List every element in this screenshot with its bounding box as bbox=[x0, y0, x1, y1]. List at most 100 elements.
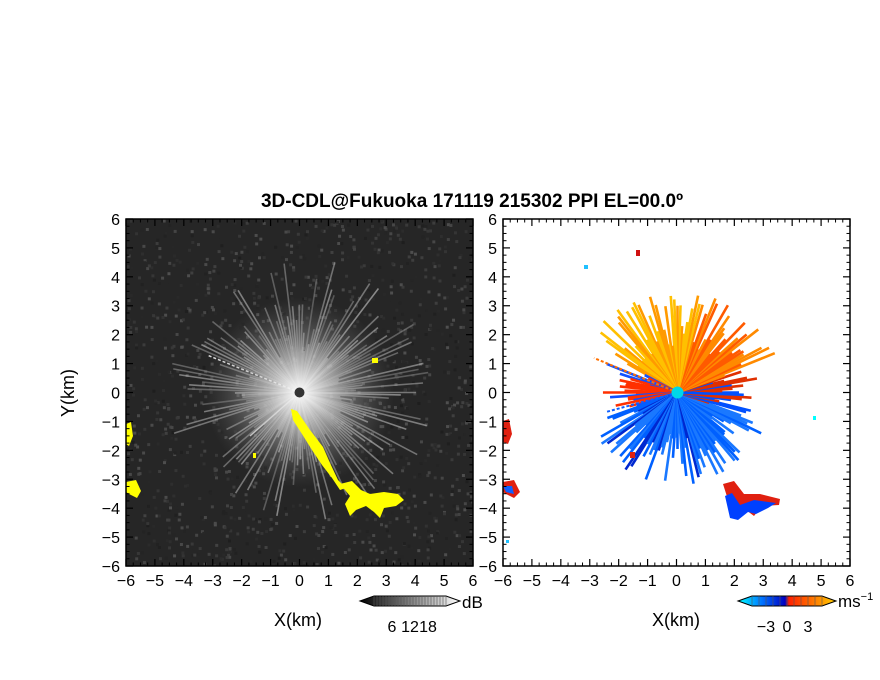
noise-speck bbox=[198, 547, 202, 551]
noise-speck bbox=[446, 346, 450, 350]
noise-speck bbox=[317, 286, 321, 290]
y-tick-label: 1 bbox=[488, 357, 497, 374]
noise-speck bbox=[346, 255, 350, 259]
noise-speck bbox=[401, 400, 405, 404]
noise-speck bbox=[386, 329, 390, 333]
y-tick-label: −3 bbox=[102, 472, 120, 489]
noise-speck bbox=[407, 544, 411, 548]
noise-speck bbox=[374, 468, 378, 472]
noise-speck bbox=[180, 526, 184, 530]
noise-speck bbox=[428, 511, 432, 515]
noise-speck bbox=[414, 526, 418, 530]
noise-speck bbox=[249, 560, 253, 564]
noise-speck bbox=[467, 443, 471, 447]
noise-speck bbox=[233, 283, 237, 287]
noise-speck bbox=[163, 346, 167, 350]
noise-speck bbox=[183, 402, 187, 406]
noise-speck bbox=[388, 250, 392, 254]
noise-speck bbox=[140, 492, 144, 496]
noise-speck bbox=[384, 549, 388, 553]
noise-speck bbox=[410, 250, 414, 254]
noise-speck bbox=[230, 477, 234, 481]
noise-speck bbox=[186, 544, 190, 548]
noise-speck bbox=[409, 289, 413, 293]
noise-speck bbox=[201, 517, 205, 521]
noise-speck bbox=[211, 230, 215, 234]
noise-speck bbox=[287, 230, 291, 234]
noise-speck bbox=[161, 399, 165, 403]
noise-speck bbox=[350, 542, 354, 546]
noise-speck bbox=[142, 407, 146, 411]
noise-speck bbox=[172, 344, 176, 348]
noise-speck bbox=[174, 513, 178, 517]
noise-speck bbox=[426, 229, 430, 233]
velocity-echo-regions bbox=[503, 250, 816, 543]
noise-speck bbox=[407, 462, 411, 466]
noise-speck bbox=[200, 516, 204, 520]
noise-speck bbox=[429, 229, 433, 233]
noise-speck bbox=[256, 530, 260, 534]
noise-speck bbox=[322, 545, 326, 549]
noise-speck bbox=[250, 262, 254, 266]
noise-speck bbox=[240, 260, 244, 264]
noise-speck bbox=[175, 416, 179, 420]
noise-speck bbox=[129, 325, 133, 329]
noise-speck bbox=[145, 325, 149, 329]
noise-speck bbox=[399, 329, 403, 333]
noise-speck bbox=[174, 314, 178, 318]
noise-speck bbox=[443, 370, 447, 374]
noise-speck bbox=[452, 504, 456, 508]
noise-speck bbox=[302, 277, 306, 281]
noise-speck bbox=[233, 278, 237, 282]
noise-speck bbox=[400, 321, 404, 325]
noise-speck bbox=[161, 276, 165, 280]
noise-speck bbox=[128, 472, 132, 476]
noise-speck bbox=[247, 274, 251, 278]
x-tick-label: 2 bbox=[353, 573, 362, 590]
noise-speck bbox=[410, 342, 414, 346]
noise-speck bbox=[158, 255, 162, 259]
noise-speck bbox=[424, 333, 428, 337]
noise-speck bbox=[457, 444, 461, 448]
noise-speck bbox=[292, 266, 296, 270]
noise-speck bbox=[375, 464, 379, 468]
noise-speck bbox=[322, 497, 326, 501]
noise-speck bbox=[444, 553, 448, 557]
noise-speck bbox=[249, 267, 253, 271]
noise-speck bbox=[199, 453, 203, 457]
y-tick-label: −2 bbox=[479, 443, 497, 460]
noise-speck bbox=[392, 229, 396, 233]
noise-speck bbox=[134, 443, 138, 447]
x-tick-label: 6 bbox=[469, 573, 478, 590]
noise-speck bbox=[312, 557, 316, 561]
noise-speck bbox=[245, 250, 249, 254]
noise-speck bbox=[240, 250, 244, 254]
noise-speck bbox=[233, 289, 237, 293]
noise-speck bbox=[152, 314, 156, 318]
noise-speck bbox=[284, 230, 288, 234]
noise-speck bbox=[217, 292, 221, 296]
noise-speck bbox=[164, 313, 168, 317]
noise-speck bbox=[169, 502, 173, 506]
noise-speck bbox=[411, 258, 415, 262]
noise-speck bbox=[381, 278, 385, 282]
noise-speck bbox=[155, 242, 159, 246]
noise-speck bbox=[201, 313, 205, 317]
noise-speck bbox=[469, 495, 473, 499]
noise-speck bbox=[440, 332, 444, 336]
noise-speck bbox=[360, 265, 364, 269]
noise-speck bbox=[320, 229, 324, 233]
noise-speck bbox=[460, 422, 464, 426]
noise-speck bbox=[398, 237, 402, 241]
noise-speck bbox=[413, 392, 417, 396]
noise-speck bbox=[170, 426, 174, 430]
noise-speck bbox=[128, 247, 132, 251]
noise-speck bbox=[397, 558, 401, 562]
noise-speck bbox=[252, 296, 256, 300]
noise-speck bbox=[215, 543, 219, 547]
noise-speck bbox=[367, 483, 371, 487]
noise-speck bbox=[458, 534, 462, 538]
noise-speck bbox=[469, 490, 473, 494]
noise-speck bbox=[213, 473, 217, 477]
noise-speck bbox=[166, 402, 170, 406]
